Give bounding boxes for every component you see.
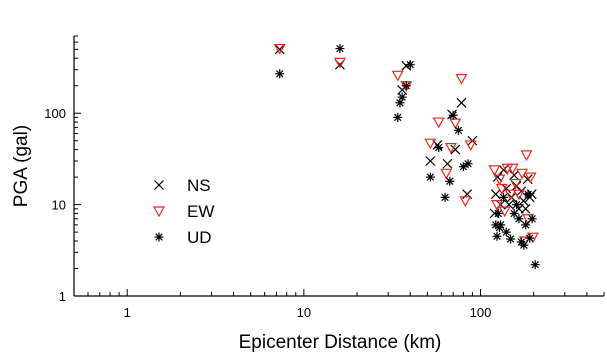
y-axis-title: PGA (gal) [11,125,32,207]
legend-label-ew: EW [187,202,214,221]
data-point [495,183,508,195]
data-point [516,168,529,180]
data-point [506,234,516,244]
data-point [453,125,463,135]
data-point [401,81,411,91]
data-point [464,140,477,152]
data-point [504,189,517,201]
data-point [405,60,415,70]
data-point [448,110,458,120]
x-axis-title: Epicenter Distance (km) [239,332,442,353]
data-point [509,178,522,190]
data-point [491,200,504,211]
data-point [273,43,286,55]
legend-label-ud: UD [187,228,212,247]
data-point [498,206,511,218]
data-point [393,112,403,122]
data-point [274,44,285,55]
data-point [391,70,404,82]
x-tick-label: 10 [297,305,311,320]
x-axis-ticks [73,289,605,296]
data-point [493,208,503,218]
data-point [519,240,529,250]
y-axis-tick-labels: 1 10 100 [44,106,66,304]
data-point [401,60,412,71]
data-point [520,203,531,214]
legend-marker-ns [154,180,164,190]
data-point [499,192,509,202]
data-point [506,163,519,175]
data-point [444,143,457,154]
legend-marker-ew [152,206,166,218]
data-points [273,43,540,270]
data-point [514,214,524,224]
x-tick-label: 100 [470,305,492,320]
data-point [527,214,537,224]
data-point [525,233,535,243]
data-point [442,158,453,169]
data-point [518,195,529,206]
data-point [397,92,407,102]
data-point [530,260,540,270]
x-tick-label: 1 [124,305,131,320]
data-point [434,143,444,153]
data-point [520,150,533,162]
data-point [490,189,501,200]
series-ns [274,44,537,219]
data-point [523,189,533,199]
data-point [456,97,467,108]
legend-label-ns: NS [187,176,211,195]
data-point [455,73,468,85]
data-point [275,69,285,79]
data-point [449,118,462,130]
data-point [463,159,473,169]
data-point [459,196,472,208]
legend: NS EW UD [152,176,214,247]
data-point [521,220,531,230]
data-point [496,220,506,230]
y-tick-label: 1 [59,289,66,304]
data-point [458,162,468,172]
x-axis-tick-labels: 1 10 100 [124,305,492,320]
data-point [501,227,511,237]
data-point [512,200,522,210]
data-point [424,138,437,150]
data-point [509,170,520,181]
y-tick-label: 10 [52,198,66,213]
plot-area [73,36,604,297]
data-point [440,192,450,202]
data-point [425,156,436,166]
data-point [492,231,502,241]
data-point [493,174,506,186]
series-ud [275,44,540,270]
y-tick-label: 100 [44,106,66,121]
data-point [524,172,537,184]
data-point [440,168,453,180]
legend-marker-ud [154,232,164,242]
data-point [512,189,525,201]
data-point [335,44,345,54]
data-point [445,176,455,186]
plot-frame [74,36,604,296]
data-point [333,57,346,69]
y-axis-ticks [74,35,81,297]
data-point [425,172,435,182]
data-point [432,117,445,129]
data-point [450,144,461,155]
data-point [488,165,501,177]
